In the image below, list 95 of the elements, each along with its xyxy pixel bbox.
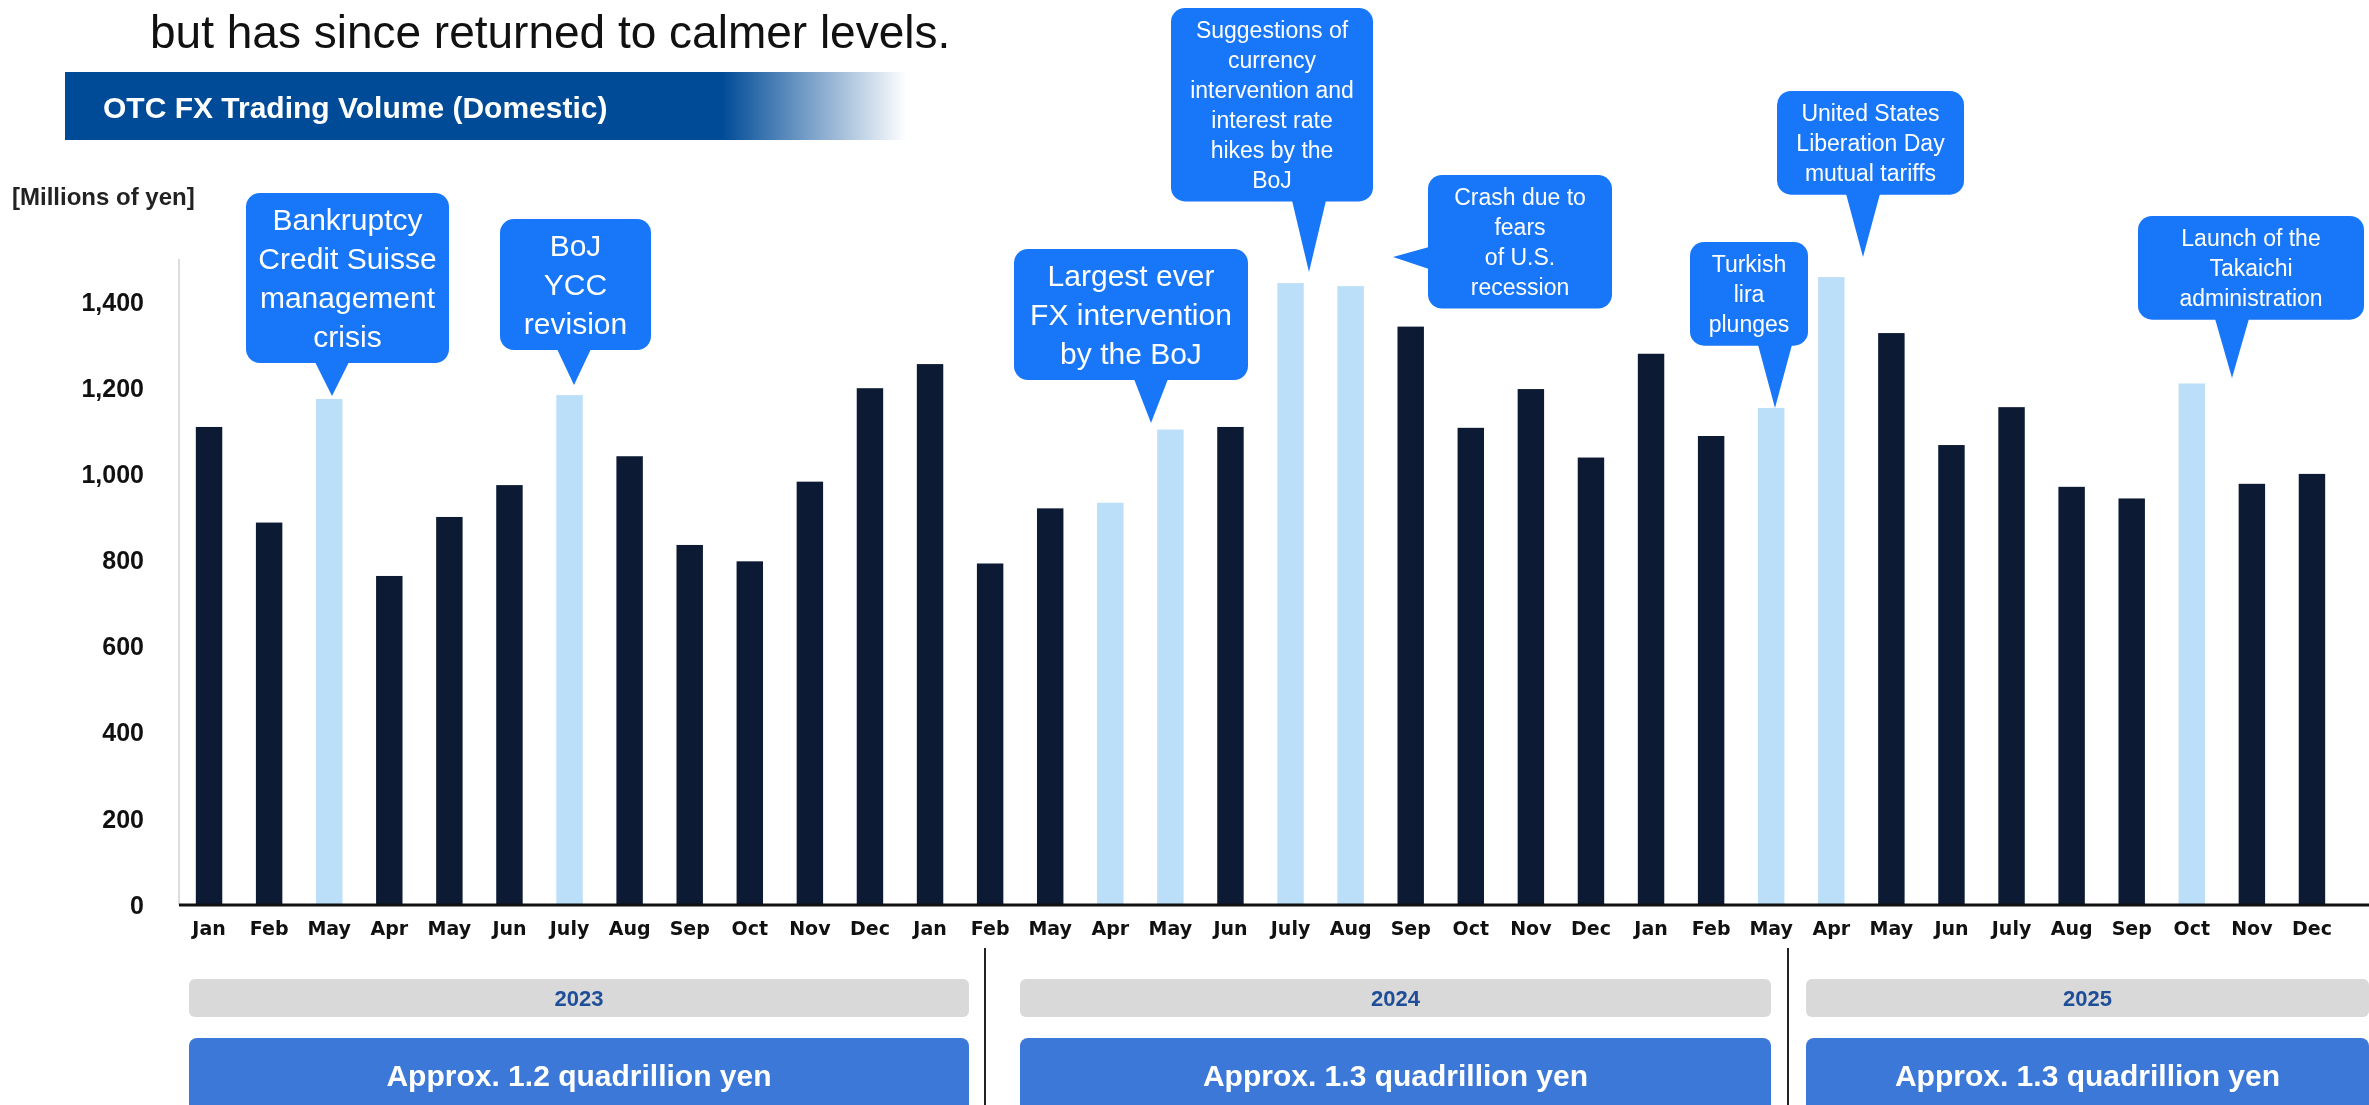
x-tick-label: May	[1749, 916, 1794, 939]
bar	[976, 563, 1004, 905]
bar	[616, 456, 643, 905]
bar	[1157, 429, 1184, 905]
x-tick-label: July	[1268, 916, 1311, 939]
x-tick-label: May	[1148, 916, 1193, 939]
y-tick-label: 200	[102, 804, 144, 833]
bar	[856, 388, 884, 905]
bar	[255, 522, 283, 905]
bar	[1697, 436, 1725, 905]
x-tick-label: Sep	[2111, 916, 2152, 939]
x-tick-label: Feb	[1691, 916, 1731, 939]
x-tick-label: Sep	[1390, 916, 1431, 939]
annotation: Launch of the Takaichi administration	[2179, 225, 2323, 312]
bar	[2178, 383, 2206, 905]
bar	[1397, 326, 1424, 905]
bar	[1337, 286, 1364, 905]
x-tick-label: Apr	[370, 916, 409, 939]
bar	[2298, 473, 2326, 905]
bar	[1637, 353, 1665, 905]
bar	[1818, 277, 1845, 905]
y-tick-label: 0	[130, 890, 144, 919]
bar	[195, 426, 223, 905]
text: Approx. 1.2 quadrillion yen	[386, 1059, 772, 1092]
bar	[1938, 445, 1965, 905]
text: 2023	[554, 986, 604, 1011]
x-tick-label: Feb	[249, 916, 289, 939]
x-tick-label: Dec	[2292, 916, 2332, 939]
x-tick-label: May	[1028, 916, 1073, 939]
x-tick-label: Jan	[1632, 916, 1668, 939]
y-tick-label: 1,000	[81, 460, 144, 489]
y-tick-label: 1,200	[81, 373, 144, 402]
x-tick-label: May	[427, 916, 472, 939]
y-axis-title: [Millions of yen]	[12, 183, 195, 210]
text: 2024	[1371, 986, 1421, 1011]
y-tick-label: 1,400	[81, 287, 144, 316]
bar	[1577, 457, 1605, 905]
bar	[1457, 427, 1485, 905]
x-tick-label: Jun	[1211, 916, 1248, 939]
annotation: Turkish lira plunges	[1708, 251, 1790, 338]
bar	[796, 481, 824, 905]
x-tick-label: Sep	[669, 916, 710, 939]
bar	[1036, 508, 1064, 905]
x-tick-label: Nov	[1510, 916, 1553, 939]
bar	[1277, 283, 1304, 905]
annotation: Crash due to fears of U.S. recession	[1454, 184, 1586, 301]
bar	[1217, 426, 1244, 905]
y-tick-label: 600	[102, 632, 144, 661]
x-tick-label: Apr	[1812, 916, 1851, 939]
bar	[1097, 502, 1124, 905]
x-tick-label: July	[547, 916, 590, 939]
text: Approx. 1.3 quadrillion yen	[1894, 1059, 2281, 1092]
bar	[1998, 407, 2025, 905]
x-tick-label: May	[307, 916, 352, 939]
x-tick-label: Jan	[911, 916, 947, 939]
x-tick-label: Jun	[1932, 916, 1969, 939]
y-tick-label: 800	[102, 546, 144, 575]
bar	[1517, 389, 1545, 905]
bar	[436, 516, 463, 905]
bar	[556, 395, 583, 905]
bar	[376, 575, 403, 905]
x-tick-label: May	[1869, 916, 1914, 939]
bar	[916, 364, 944, 905]
x-tick-label: Aug	[1329, 916, 1372, 939]
x-tick-label: Nov	[2231, 916, 2274, 939]
x-tick-label: Oct	[731, 916, 769, 939]
annotation: BoJ YCC revision	[523, 229, 628, 341]
text: Suggestions of currency intervention and interest rate hikes by the BoJ	[1190, 17, 1354, 193]
text: Approx. 1.3 quadrillion yen	[1202, 1059, 1589, 1092]
bar	[2238, 483, 2266, 905]
bar	[2058, 486, 2085, 905]
text: United States Liberation Day mutual tariffs	[1796, 100, 1946, 187]
text: but has since returned to calmer levels.	[150, 6, 951, 58]
x-tick-label: Apr	[1091, 916, 1130, 939]
bar	[676, 544, 703, 905]
x-tick-label: Feb	[970, 916, 1010, 939]
x-tick-label: Oct	[1452, 916, 1490, 939]
bar	[496, 485, 523, 905]
x-tick-label: Dec	[850, 916, 890, 939]
x-tick-label: Dec	[1571, 916, 1611, 939]
bar	[1878, 333, 1905, 905]
x-tick-label: Jun	[490, 916, 527, 939]
x-tick-label: Aug	[608, 916, 651, 939]
annotation: Largest ever FX intervention by the BoJ	[1030, 259, 1232, 371]
x-tick-label: Aug	[2050, 916, 2093, 939]
x-tick-label: July	[1989, 916, 2032, 939]
chart-title: OTC FX Trading Volume (Domestic)	[103, 91, 608, 124]
x-tick-label: Nov	[789, 916, 832, 939]
x-tick-label: Jan	[190, 916, 226, 939]
bar	[2118, 498, 2145, 905]
text: 2025	[2063, 986, 2112, 1011]
bar	[736, 561, 764, 905]
x-tick-label: Oct	[2173, 916, 2211, 939]
y-tick-label: 400	[102, 718, 144, 747]
annotation: Bankruptcy Credit Suisse management crisis	[258, 203, 437, 354]
